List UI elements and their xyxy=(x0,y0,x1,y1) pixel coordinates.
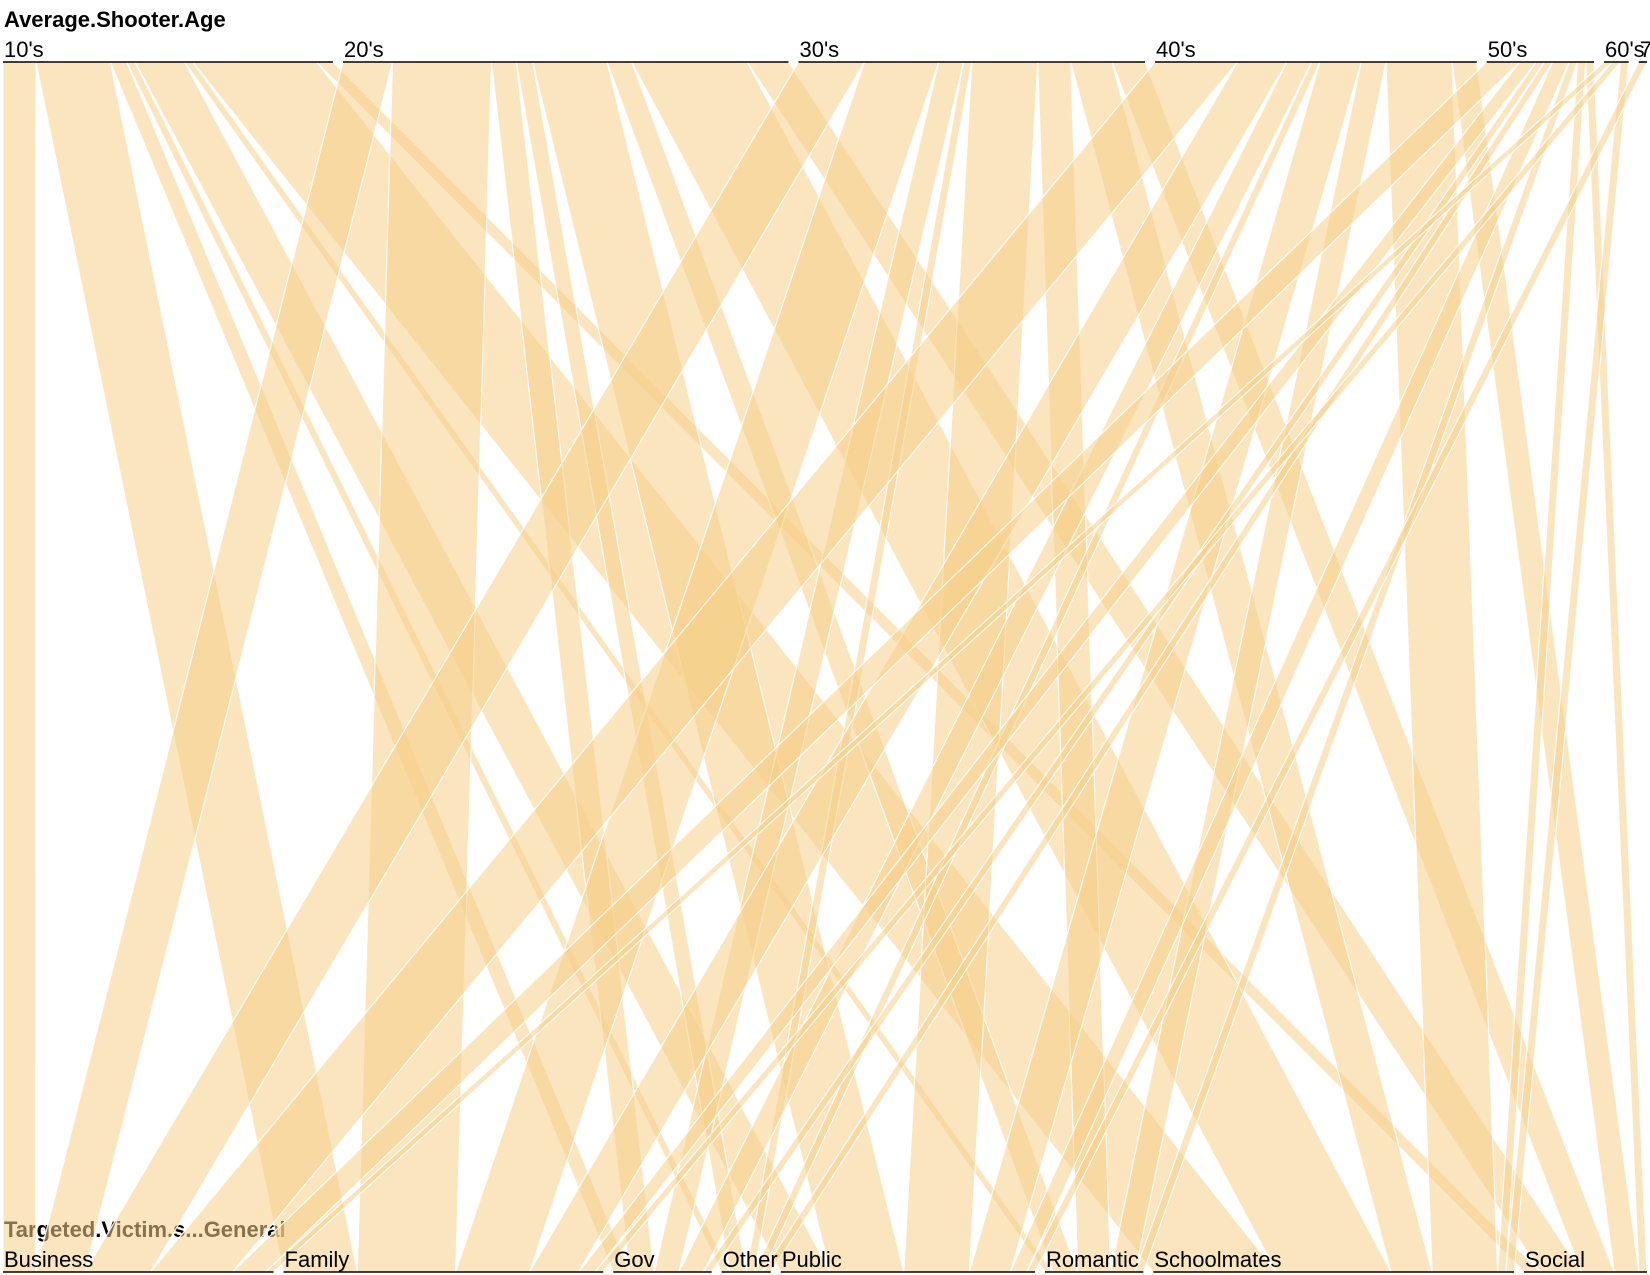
category-label: 50's xyxy=(1488,37,1528,62)
category-label: 60's xyxy=(1605,37,1645,62)
category-label: Romantic xyxy=(1046,1247,1139,1272)
category-label: 30's xyxy=(800,37,840,62)
category-label: 20's xyxy=(344,37,384,62)
category-label: Gov xyxy=(614,1247,654,1272)
ribbon-layer xyxy=(2,61,1648,1273)
category-label: Social xyxy=(1525,1247,1585,1272)
category-label: Other xyxy=(723,1247,778,1272)
category-label: Public xyxy=(782,1247,842,1272)
category-label: Business xyxy=(4,1247,93,1272)
top-dimension-title: Average.Shooter.Age xyxy=(4,7,226,32)
category-label: 40's xyxy=(1156,37,1196,62)
category-label: 10's xyxy=(4,37,44,62)
top-axis: 10's 20's 30's 40's 50's 60's70's xyxy=(3,37,1650,63)
bottom-axis: Business Family Gov Other Public Romantic Scho… xyxy=(3,1247,1647,1273)
category-label: Schoolmates xyxy=(1154,1247,1281,1272)
flow-ribbon[interactable] xyxy=(2,61,37,1273)
category-label: 70's xyxy=(1640,37,1650,62)
category-label: Family xyxy=(285,1247,350,1272)
